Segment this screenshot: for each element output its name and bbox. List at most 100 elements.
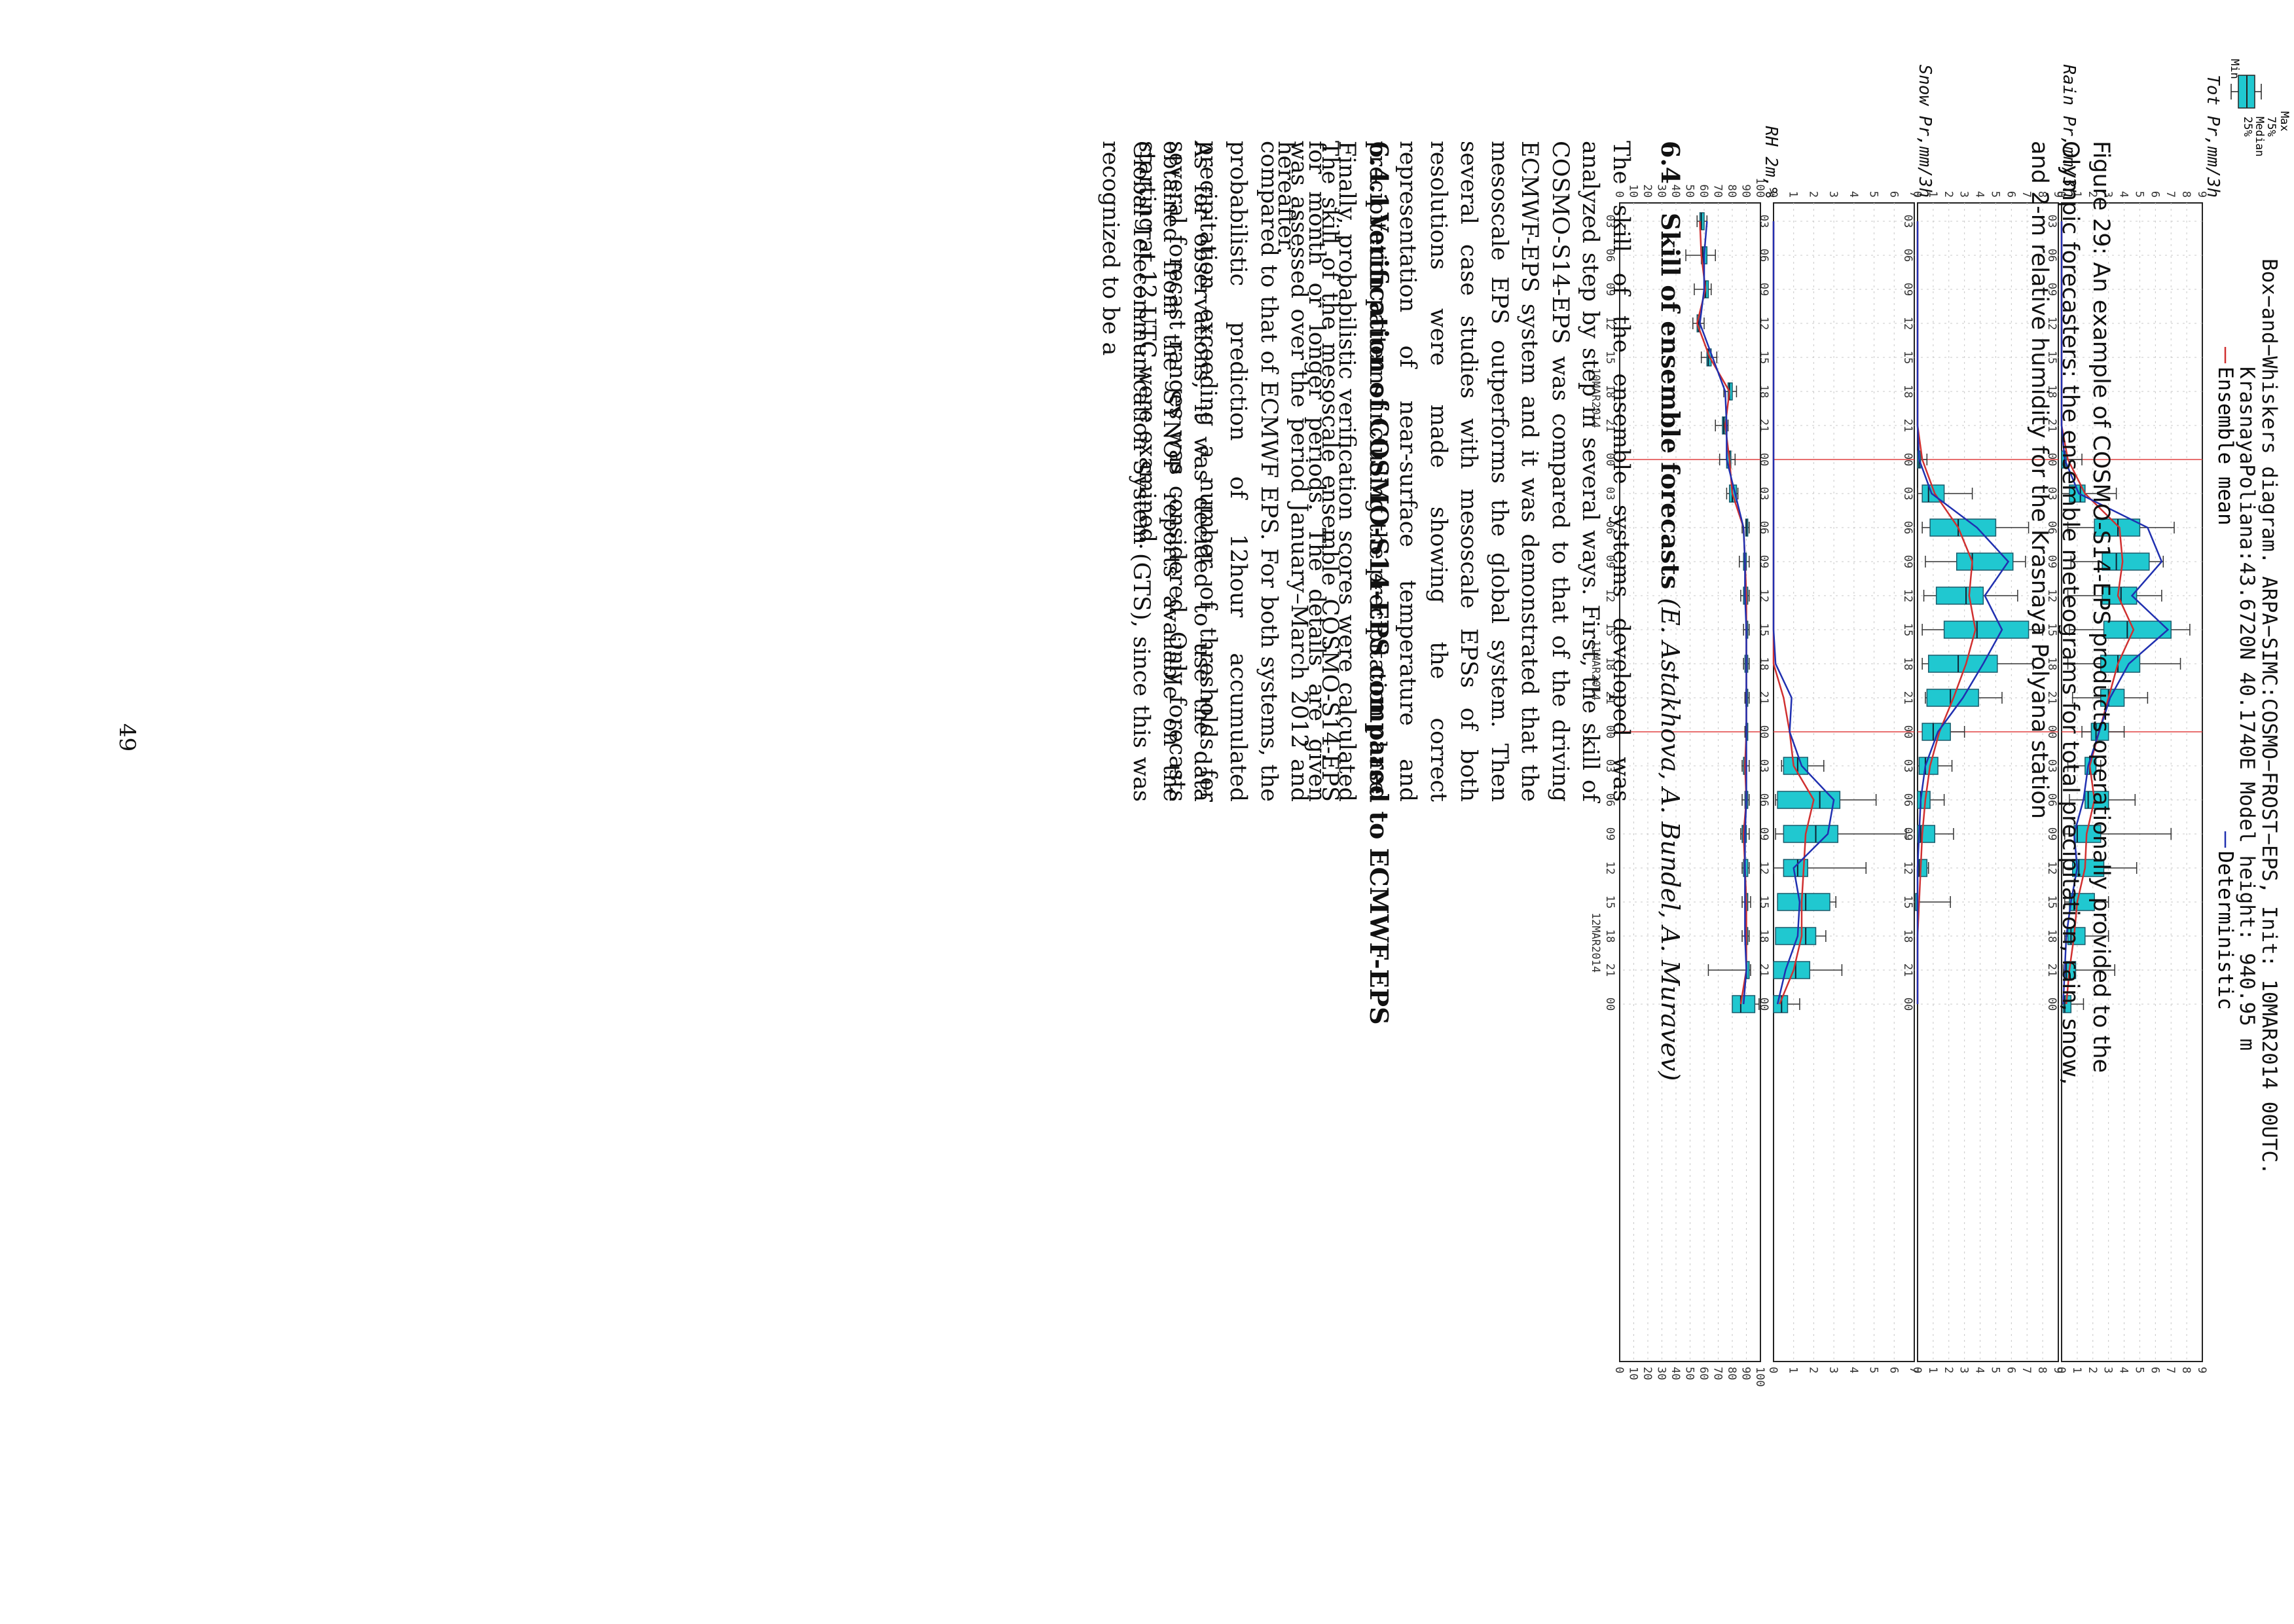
y-tick-label: 0 <box>1766 1367 1779 1373</box>
box-06-17 <box>1775 791 1877 809</box>
box-iqr <box>1777 791 1841 809</box>
panel-frame <box>2061 202 2203 1362</box>
y-tick-label: 2 <box>1806 1367 1819 1373</box>
box-18-21 <box>1775 927 1827 945</box>
y-tick-label: 5 <box>1988 191 2001 198</box>
y-tick-label: 1 <box>2070 191 2083 198</box>
y-tick-label: 20 <box>1641 185 1654 198</box>
y-tick-label: 100 <box>1753 1367 1766 1387</box>
section-6-4-1-title: Verification of COSMO-S14-EPS compared t… <box>1364 213 1394 1025</box>
box-iqr <box>2103 621 2172 639</box>
x-tick-label: 09 <box>1603 283 1616 296</box>
panel-4: 0010102020303040405050606070708080909010… <box>1603 126 1781 1386</box>
y-tick-label: 9 <box>2051 1367 2064 1373</box>
y-tick-label: 9 <box>2195 1367 2208 1373</box>
x-tick-label: 15 <box>1603 895 1616 909</box>
x-tick-label: 00 <box>1603 998 1616 1011</box>
panel-title: Rain Pr,mm/3h <box>2059 65 2079 198</box>
x-tick-label: 06 <box>1603 793 1616 806</box>
section-6-4-authors: (E. Astakhova, A. Bundel, A. Muravev) <box>1656 598 1684 1081</box>
x-tick-label: 21 <box>1603 964 1616 977</box>
deterministic-line <box>1916 221 2010 1004</box>
y-tick-label: 2 <box>2086 1367 2099 1373</box>
section-6-4-heading: 6.4 Skill of ensemble forecasts (E. Astak… <box>1656 141 1685 1081</box>
y-tick-label: 7 <box>2020 1367 2033 1373</box>
y-tick-label: 8 <box>2035 191 2048 198</box>
box-iqr <box>1773 995 1789 1013</box>
section-6-4-number: 6.4 <box>1656 141 1685 185</box>
legend-deterministic: Deterministic <box>2213 851 2237 1010</box>
box-00-15 <box>1921 723 1965 741</box>
y-tick-label: 4 <box>2117 1367 2130 1373</box>
x-tick-label: 03 <box>1603 487 1616 500</box>
y-tick-label: 60 <box>1697 1367 1710 1380</box>
box-iqr <box>2102 552 2150 571</box>
panel-frame <box>1773 202 1915 1362</box>
box-15-20 <box>1777 893 1836 911</box>
x-tick-label: 00 <box>1603 725 1616 738</box>
deterministic-line <box>1772 221 1835 1005</box>
y-tick-label: 7 <box>2164 1367 2177 1373</box>
box-iqr <box>1777 893 1830 911</box>
box-09-10 <box>1925 552 2026 571</box>
panel-title: Tot Pr,mm/3h <box>2203 75 2223 198</box>
box-06-17 <box>2069 791 2136 809</box>
panel-title: Snow Pr,mm/3h <box>1915 65 1935 198</box>
box-09-10 <box>2070 552 2164 571</box>
y-tick-label: 40 <box>1669 185 1682 198</box>
y-tick-label: 90 <box>1739 185 1753 198</box>
y-tick-label: 5 <box>1988 1367 2001 1373</box>
y-tick-label: 6 <box>1887 1367 1900 1373</box>
y-tick-label: 3 <box>2102 191 2115 198</box>
y-tick-label: 6 <box>2148 1367 2161 1373</box>
x-tick-label: 09 <box>1603 827 1616 840</box>
x-tick-label: 06 <box>1603 521 1616 534</box>
y-tick-label: 3 <box>1827 191 1840 198</box>
x-tick-label: 09 <box>1603 555 1616 568</box>
x-tick-label: 21 <box>1603 419 1616 432</box>
y-tick-label: 0 <box>1766 191 1779 198</box>
x-tick-label: 12 <box>1603 317 1616 330</box>
box-06-9 <box>2067 518 2175 537</box>
box-12-19 <box>1773 859 1867 877</box>
legend-p75: 75% <box>2265 117 2278 137</box>
x-tick-label: 15 <box>1603 351 1616 364</box>
y-tick-label: 6 <box>1887 191 1900 198</box>
y-tick-label: 3 <box>1957 191 1971 198</box>
x-tick-label: 21 <box>1603 691 1616 704</box>
x-tick-label: 06 <box>1603 249 1616 262</box>
box-09-18 <box>1775 825 1907 843</box>
y-tick-label: 7 <box>2164 191 2177 198</box>
y-tick-label: 1 <box>1787 1367 1800 1373</box>
x-tick-label: 18 <box>1603 385 1616 398</box>
y-tick-label: 70 <box>1711 1367 1724 1380</box>
date-label: 12MAR2014 <box>1589 912 1602 973</box>
y-tick-label: 100 <box>1753 177 1766 198</box>
box-06-9 <box>1741 518 1750 537</box>
box-iqr <box>2071 859 2105 877</box>
y-tick-label: 2 <box>1942 1367 1955 1373</box>
y-tick-label: 8 <box>2035 1367 2048 1373</box>
y-tick-label: 50 <box>1683 185 1696 198</box>
x-tick-label: 00 <box>1603 453 1616 466</box>
caption-label: Figure 29: <box>2088 141 2114 255</box>
box-18-13 <box>2067 655 2181 673</box>
y-tick-label: 6 <box>2148 191 2161 198</box>
y-tick-label: 3 <box>2102 1367 2115 1373</box>
box-15-12 <box>2069 621 2191 639</box>
box-00-23 <box>1773 995 1800 1013</box>
x-tick-label: 12 <box>1603 589 1616 602</box>
section-6-4-1-body-2: As for observations, it was decided to u… <box>1097 141 1216 802</box>
y-tick-label: 2 <box>1806 191 1819 198</box>
y-tick-label: 4 <box>1973 1367 1986 1373</box>
box-03-8 <box>2061 484 2117 503</box>
y-tick-label: 1 <box>2070 1367 2083 1373</box>
y-tick-label: 70 <box>1711 185 1724 198</box>
y-tick-label: 0 <box>1612 191 1626 198</box>
box-12-19 <box>2062 859 2138 877</box>
y-tick-label: 30 <box>1655 185 1668 198</box>
box-iqr <box>1783 825 1839 843</box>
y-tick-label: 1 <box>1787 191 1800 198</box>
section-6-4-1-number: 6.4.1 <box>1364 141 1394 210</box>
